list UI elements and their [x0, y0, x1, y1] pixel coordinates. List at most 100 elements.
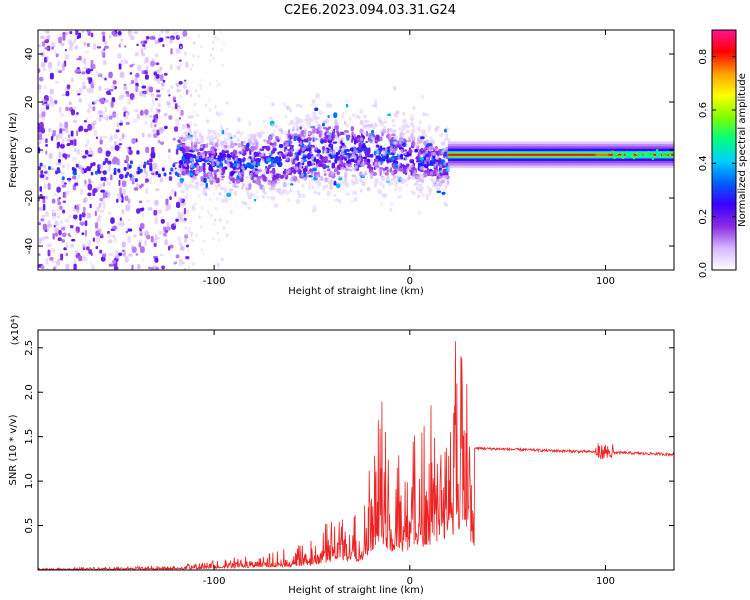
spectrogram-cell	[367, 126, 371, 131]
spectrogram-cell	[219, 155, 222, 159]
spectrogram-cell	[238, 161, 241, 164]
spectrogram-cell	[189, 164, 193, 169]
spectrogram-cell	[155, 118, 158, 124]
spectrogram-cell	[202, 143, 205, 149]
spectrogram-cell	[199, 167, 203, 172]
spectrogram-cell	[96, 217, 99, 224]
spectrogram-cell	[208, 137, 212, 142]
spectrogram-cell	[164, 239, 168, 246]
spectrogram-cell	[214, 35, 217, 39]
spectrogram-cell	[435, 178, 440, 182]
spectrogram-cell	[88, 103, 92, 110]
spectrogram-cell	[179, 45, 182, 49]
spectrogram-cell	[300, 172, 304, 177]
spectrogram-cell	[119, 173, 124, 180]
spectrogram-cell	[192, 147, 196, 152]
spectrogram-cell	[342, 179, 348, 184]
spectrogram-cell	[159, 74, 164, 82]
spectrogram-cell	[56, 133, 60, 139]
spectrogram-cell	[151, 146, 155, 154]
spectrogram-cell	[108, 115, 113, 120]
spectrogram-cell	[65, 31, 69, 36]
spectrogram-cell	[320, 130, 324, 135]
spectrogram-cell	[38, 84, 42, 90]
spectrogram-cell	[61, 232, 67, 238]
spectrogram-cell	[425, 149, 429, 154]
spectrogram-cell	[359, 188, 363, 193]
spectrogram-cell	[237, 142, 241, 149]
spectrogram-cell	[318, 133, 322, 138]
spectrogram-cell	[100, 256, 106, 262]
spectrogram-cell	[416, 160, 420, 163]
spectrogram-cell	[338, 137, 342, 142]
spectrogram-cell	[160, 87, 165, 92]
spectrogram-cell	[306, 118, 309, 124]
spectrogram-cell	[106, 114, 109, 122]
spectrogram-cell	[62, 33, 66, 41]
spectrogram-cell	[294, 159, 298, 164]
spectrogram-cell	[145, 56, 149, 63]
spectrogram-cell	[192, 54, 195, 58]
spectrogram-cell	[187, 115, 191, 120]
spectrogram-cell	[421, 165, 425, 170]
spectrogram-cell	[288, 152, 293, 157]
spectrogram-cell	[145, 36, 150, 39]
spectrogram-cell	[216, 160, 220, 165]
spectrogram-cell	[231, 159, 235, 164]
spectrogram-cell	[369, 158, 373, 163]
spectrogram-cell	[285, 156, 289, 161]
spectrogram-cell	[210, 147, 214, 152]
spectrogram-cell	[443, 161, 447, 166]
spectrogram-cell	[83, 66, 89, 70]
spectrogram-cell	[292, 175, 298, 182]
spectrogram-cell	[130, 245, 134, 250]
spectrogram-cell	[205, 182, 208, 189]
spectrogram-cell	[131, 264, 134, 270]
spectrogram-cell	[312, 111, 317, 118]
spectrogram-cell	[125, 154, 129, 162]
spectrogram-cell	[234, 192, 238, 197]
spectrogram-cell	[397, 162, 401, 167]
spectrogram-cell	[202, 154, 206, 159]
spectrogram-cell	[59, 143, 65, 149]
spectrogram-cell	[360, 137, 364, 142]
spectrogram-cell	[270, 173, 274, 178]
spectrogram-cell	[262, 119, 266, 124]
spectrogram-cell	[175, 254, 180, 259]
spectrogram-cell	[200, 78, 203, 82]
spectrogram-cell	[440, 169, 444, 174]
spectrogram-cell	[169, 196, 172, 200]
spectrogram-cell	[164, 125, 168, 130]
spectrogram-cell	[236, 131, 241, 135]
spectrogram-cell	[379, 136, 383, 142]
spectrogram-cell	[129, 160, 133, 165]
spectrogram-cell	[186, 249, 189, 253]
spectrogram-cell	[107, 164, 112, 172]
spectrogram-cell	[182, 30, 188, 37]
spectrogram-cell	[133, 96, 138, 100]
spectrogram-cell	[99, 233, 104, 236]
spectrogram-cell	[382, 125, 386, 130]
spectrogram-cell	[342, 155, 345, 160]
spectrogram-cell	[107, 176, 111, 180]
spectrogram-cell	[429, 160, 432, 165]
spectrogram-cell	[227, 131, 230, 137]
spectrogram-cell	[198, 133, 202, 138]
spectrogram-cell	[42, 203, 46, 211]
spectrogram-cell	[54, 232, 58, 237]
spectrogram-cell	[230, 136, 233, 140]
spectrogram-cell	[187, 36, 190, 40]
spectrogram-cell	[215, 177, 220, 184]
spectrogram-cell	[416, 194, 421, 199]
spectrogram-cell	[118, 95, 123, 101]
spectrogram-cell	[113, 167, 117, 172]
spectrogram-cell	[358, 178, 362, 183]
spectrogram-cell	[152, 162, 158, 170]
spectrogram-cell	[202, 239, 205, 243]
spectrogram-cell	[153, 124, 157, 128]
spectrogram-cell	[391, 118, 395, 123]
spectrogram-cell	[57, 258, 61, 261]
spectrogram-cell	[72, 214, 78, 220]
spectrogram-cell	[241, 200, 247, 205]
spectrogram-cell	[221, 258, 224, 262]
